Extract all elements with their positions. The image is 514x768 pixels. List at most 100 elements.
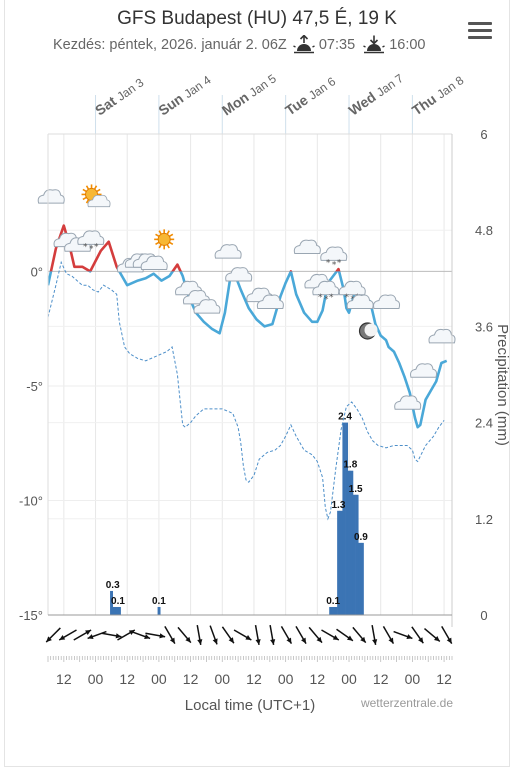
page-frame: [4, 0, 510, 767]
snow-cloud-icon: ***: [77, 230, 105, 254]
temperature-line-below-zero: [48, 271, 448, 429]
precip-bar: [342, 422, 346, 615]
sun-cloud-icon: [81, 184, 111, 208]
precip-bar: [355, 494, 359, 615]
svg-text:*: *: [332, 260, 337, 270]
precip-bar: [339, 510, 343, 615]
sunrise-time: 07:35: [318, 37, 356, 53]
precip-bar: [347, 470, 351, 615]
precip-tick-label: 3.6: [475, 319, 493, 334]
day-label: Sat Jan 3: [92, 74, 147, 119]
wind-arrow: [441, 625, 453, 645]
day-label: Tue Jan 6: [282, 72, 338, 118]
day-label: Thu Jan 8: [409, 71, 467, 118]
precip-bar: [329, 606, 333, 615]
svg-text:*: *: [344, 293, 349, 303]
cloud-icon: [225, 267, 253, 282]
cloud-icon: [410, 363, 438, 378]
x-tick-label: 12: [310, 671, 326, 687]
precip-bar: [360, 542, 364, 615]
x-tick-label: 12: [119, 671, 135, 687]
x-tick-label: 00: [214, 671, 230, 687]
svg-text:*: *: [89, 244, 94, 254]
wind-arrow: [393, 630, 413, 640]
x-tick-label: 12: [436, 671, 452, 687]
wind-arrow: [336, 628, 354, 642]
wind-arrow: [382, 625, 395, 645]
precip-bar: [337, 510, 341, 615]
precip-label: 0.1: [111, 596, 125, 607]
x-tick-label: 00: [151, 671, 167, 687]
precip-label: 0.3: [106, 580, 120, 591]
wind-arrow: [209, 625, 218, 645]
moon-icon: [358, 322, 378, 340]
snow-cloud-icon: ***: [320, 246, 348, 270]
grid: [48, 95, 452, 616]
wind-arrow: [145, 632, 166, 639]
precip-bar: [334, 606, 338, 615]
precip-tick-label: 1.2: [475, 512, 493, 527]
temp-tick-label: -15°: [19, 608, 43, 623]
wind-arrow: [196, 625, 203, 645]
x-tick-label: 12: [373, 671, 389, 687]
cloud-icon: [346, 294, 374, 309]
wind-arrow: [371, 625, 378, 645]
x-tick-label: 00: [341, 671, 357, 687]
day-label: Mon Jan 5: [219, 70, 279, 119]
precip-tick-label: 2.4: [475, 416, 493, 431]
svg-text:*: *: [83, 242, 88, 252]
y-axis-right-label: Precipitation (mm): [494, 324, 511, 446]
svg-text:*: *: [94, 242, 99, 252]
wind-arrow: [321, 629, 340, 641]
cloud-icon: [428, 328, 456, 344]
wind-arrow: [254, 625, 261, 645]
wind-arrow: [164, 625, 176, 645]
svg-text:*: *: [326, 258, 331, 268]
x-tick-label: 00: [278, 671, 294, 687]
sun-icon: [154, 229, 175, 250]
precip-label: 1.8: [343, 460, 357, 471]
svg-text:*: *: [337, 258, 342, 268]
day-label: Wed Jan 7: [346, 69, 407, 118]
cloud-icon: [214, 244, 242, 259]
wind-arrow: [308, 626, 323, 644]
cloud-icon: [193, 299, 221, 314]
x-tick-label: 12: [56, 671, 72, 687]
wind-arrow: [280, 625, 293, 645]
wind-arrow: [101, 632, 122, 639]
x-tick-label: 00: [405, 671, 421, 687]
axes: 0° -5° -10° -15° 0 1.2 2.4 3.6 4.8 6 12 00 12 00 12 00 1…: [19, 69, 493, 687]
precip-bar: [115, 606, 119, 615]
temp-tick-label: 0°: [31, 264, 43, 279]
cloud-icon: [140, 255, 168, 271]
wind-arrow: [233, 629, 252, 641]
svg-text:*: *: [318, 293, 323, 303]
wind-arrow: [424, 627, 441, 643]
day-label: Sun Jan 4: [155, 71, 213, 119]
precip-label: 0.9: [354, 532, 368, 543]
wind-arrow: [411, 626, 424, 644]
wind-arrow: [131, 630, 151, 640]
wind-arrow: [73, 629, 92, 641]
x-tick-label: 12: [246, 671, 262, 687]
svg-text:*: *: [324, 295, 329, 305]
precip-bar: [331, 606, 335, 615]
temp-tick-label: -5°: [26, 379, 43, 394]
subtitle-row: Kezdés: péntek, 2026. január 2. 06Z 07:3…: [53, 34, 426, 55]
credit-label: wetterzentrale.de: [360, 696, 453, 710]
precip-label: 2.4: [338, 412, 352, 423]
precip-label: 0.1: [152, 596, 166, 607]
wind-arrow: [45, 627, 61, 643]
precip-bar: [117, 606, 121, 615]
precip-bar: [112, 606, 116, 615]
precip-bar: [352, 494, 356, 615]
temp-tick-label: -10°: [19, 493, 43, 508]
precip-label: 0.1: [326, 596, 340, 607]
dewpoint-line: [47, 260, 445, 521]
sunrise-icon: [292, 34, 315, 54]
precip-bar: [345, 422, 348, 615]
cloud-icon: [394, 395, 422, 410]
wind-arrow: [177, 626, 192, 644]
hamburger-menu-icon[interactable]: [468, 22, 492, 40]
